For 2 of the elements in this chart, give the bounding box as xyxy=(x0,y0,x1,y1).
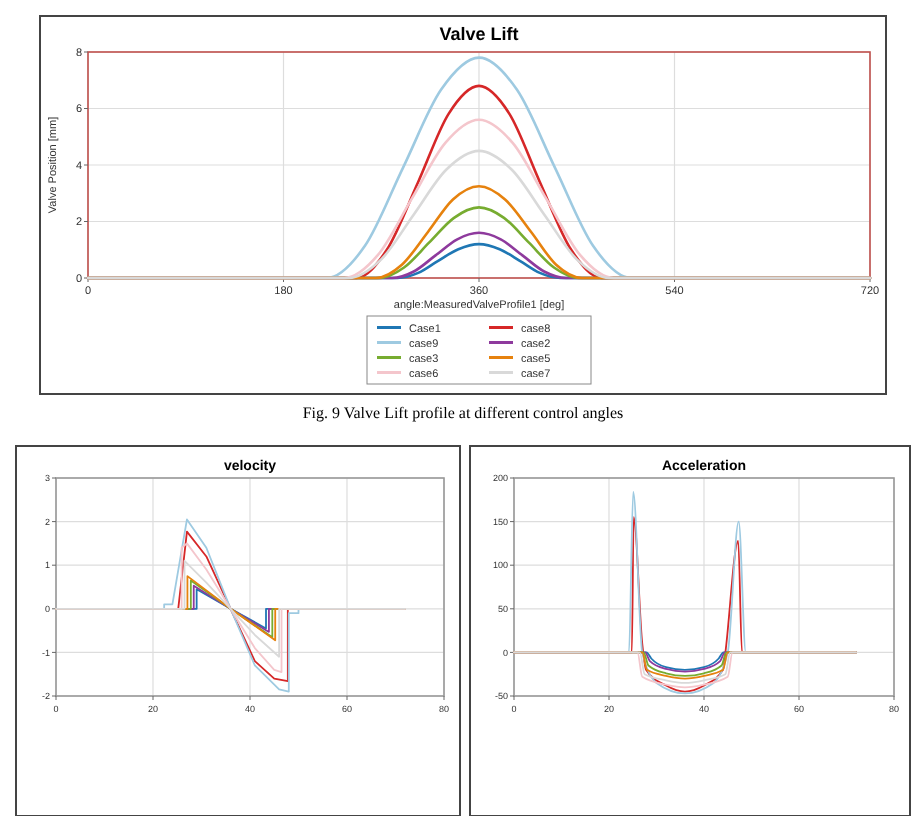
caption: Fig. 9 Valve Lift profile at different control angles xyxy=(302,404,624,422)
chart-title: Valve Lift xyxy=(439,24,519,44)
